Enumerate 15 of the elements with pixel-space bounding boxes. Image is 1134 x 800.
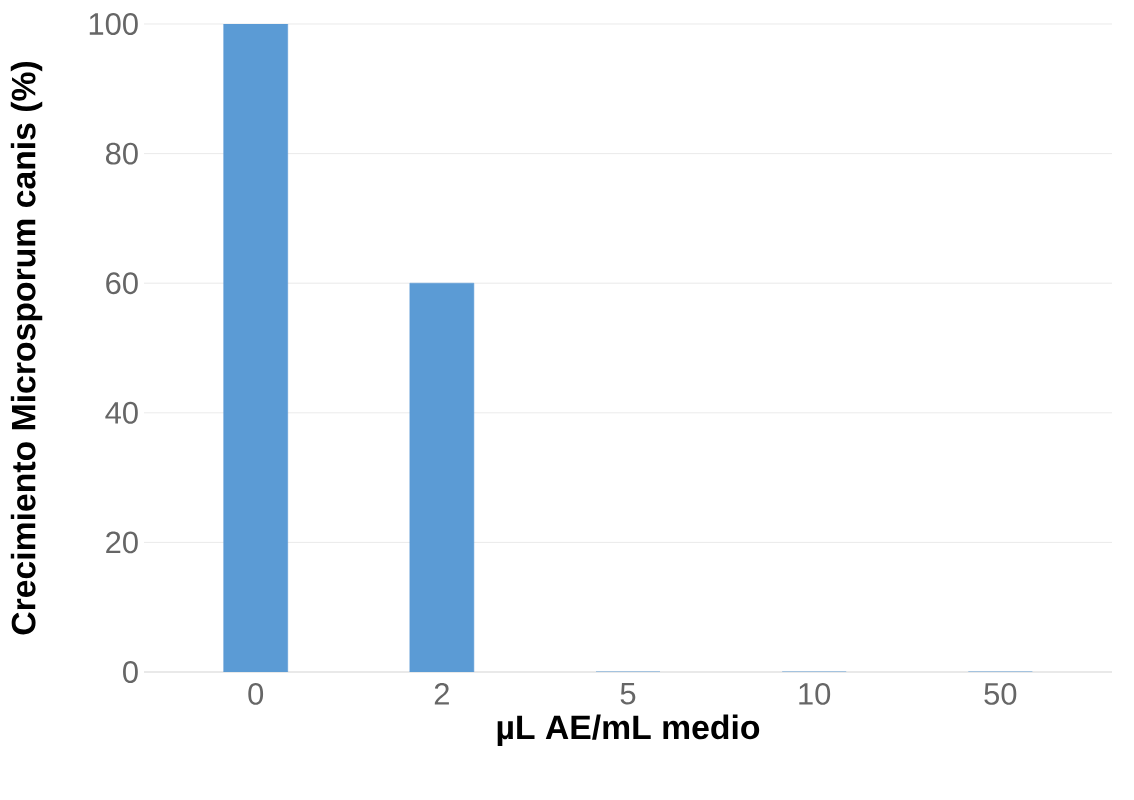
y-tick-label: 80 <box>105 142 138 165</box>
y-tick-label: 60 <box>106 272 138 295</box>
y-tick-label: 20 <box>106 531 138 554</box>
x-tick-label: 2 <box>434 682 449 705</box>
x-tick-label: 50 <box>984 682 1017 705</box>
y-tick-label: 100 <box>89 13 138 35</box>
bar <box>409 282 475 672</box>
x-axis-title: µL AE/mL medio <box>497 714 760 746</box>
bar <box>223 23 288 672</box>
x-tick-label: 5 <box>620 682 636 705</box>
y-tick-label: 0 <box>123 661 138 683</box>
x-tick-label: 0 <box>248 682 264 705</box>
y-tick-label: 40 <box>105 401 138 424</box>
x-tick-label: 10 <box>799 682 831 705</box>
y-axis-title: Crecimiento Microsporum canis (%) <box>10 61 43 635</box>
